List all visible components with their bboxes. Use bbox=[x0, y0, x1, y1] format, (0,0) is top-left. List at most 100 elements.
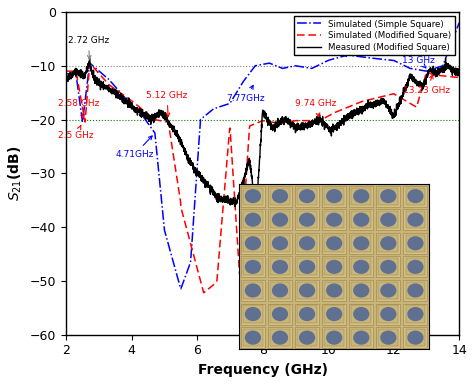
Circle shape bbox=[299, 307, 315, 321]
Bar bbox=[351, 235, 371, 252]
Bar bbox=[378, 305, 398, 323]
Text: 10.59 GHz: 10.59 GHz bbox=[315, 29, 362, 56]
Y-axis label: $S_{21}$(dB): $S_{21}$(dB) bbox=[7, 146, 24, 201]
Circle shape bbox=[353, 260, 369, 274]
Bar bbox=[241, 304, 265, 324]
Circle shape bbox=[353, 213, 369, 227]
Bar bbox=[349, 185, 374, 207]
Bar bbox=[297, 258, 317, 275]
Circle shape bbox=[407, 213, 424, 227]
Bar bbox=[243, 258, 263, 275]
Text: 13.23 GHz: 13.23 GHz bbox=[403, 75, 451, 94]
Simulated (Simple Square) bbox=[115, 88, 121, 93]
Bar bbox=[403, 233, 428, 254]
Circle shape bbox=[407, 260, 424, 274]
Simulated (Simple Square) bbox=[456, 20, 462, 25]
Bar bbox=[243, 187, 263, 205]
Bar bbox=[403, 185, 428, 207]
Bar bbox=[403, 304, 428, 324]
Bar bbox=[241, 257, 265, 277]
Bar bbox=[295, 185, 319, 207]
Bar bbox=[406, 235, 425, 252]
Simulated (Simple Square) bbox=[63, 71, 69, 76]
Circle shape bbox=[380, 236, 396, 250]
Bar bbox=[241, 280, 265, 301]
Bar bbox=[297, 235, 317, 252]
Circle shape bbox=[299, 213, 315, 227]
Bar bbox=[322, 257, 346, 277]
Bar bbox=[403, 257, 428, 277]
Circle shape bbox=[353, 283, 369, 298]
Circle shape bbox=[272, 307, 288, 321]
Bar bbox=[268, 327, 292, 348]
Simulated (Modified Square) bbox=[196, 273, 202, 277]
Measured (Modified Square) bbox=[231, 200, 237, 205]
Circle shape bbox=[272, 236, 288, 250]
Bar bbox=[297, 329, 317, 346]
Circle shape bbox=[326, 307, 342, 321]
Bar bbox=[351, 282, 371, 299]
Circle shape bbox=[299, 260, 315, 274]
Simulated (Simple Square) bbox=[129, 103, 135, 108]
Bar bbox=[270, 329, 290, 346]
Circle shape bbox=[353, 236, 369, 250]
Measured (Modified Square) bbox=[253, 211, 259, 215]
Bar bbox=[349, 327, 374, 348]
Bar bbox=[378, 329, 398, 346]
Circle shape bbox=[353, 307, 369, 321]
Text: 5.12 GHz: 5.12 GHz bbox=[146, 91, 188, 117]
Bar bbox=[295, 257, 319, 277]
Bar bbox=[324, 258, 344, 275]
Circle shape bbox=[245, 189, 261, 203]
Bar bbox=[322, 233, 346, 254]
Simulated (Simple Square) bbox=[278, 66, 284, 70]
Circle shape bbox=[407, 283, 424, 298]
Circle shape bbox=[272, 331, 288, 345]
Measured (Modified Square) bbox=[407, 73, 412, 78]
Circle shape bbox=[326, 236, 342, 250]
Circle shape bbox=[326, 260, 342, 274]
Circle shape bbox=[245, 331, 261, 345]
Measured (Modified Square) bbox=[63, 76, 69, 81]
Bar bbox=[268, 257, 292, 277]
Bar bbox=[378, 187, 398, 205]
Bar bbox=[295, 304, 319, 324]
Bar bbox=[297, 305, 317, 323]
Bar bbox=[270, 282, 290, 299]
Bar bbox=[376, 257, 401, 277]
Simulated (Simple Square) bbox=[178, 286, 184, 291]
Bar bbox=[243, 282, 263, 299]
Bar bbox=[406, 258, 425, 275]
Bar bbox=[270, 211, 290, 228]
Bar bbox=[297, 211, 317, 228]
Bar bbox=[376, 327, 401, 348]
Bar bbox=[406, 211, 425, 228]
Circle shape bbox=[380, 260, 396, 274]
Bar bbox=[297, 282, 317, 299]
Text: 4.71GHz: 4.71GHz bbox=[115, 136, 154, 159]
Line: Simulated (Modified Square): Simulated (Modified Square) bbox=[66, 63, 459, 293]
Bar bbox=[376, 304, 401, 324]
Circle shape bbox=[272, 189, 288, 203]
Bar bbox=[322, 327, 346, 348]
Bar bbox=[349, 233, 374, 254]
Bar bbox=[351, 305, 371, 323]
Simulated (Modified Square) bbox=[271, 120, 276, 125]
Bar bbox=[268, 209, 292, 230]
Circle shape bbox=[326, 189, 342, 203]
Circle shape bbox=[272, 283, 288, 298]
Measured (Modified Square) bbox=[449, 66, 455, 70]
Bar bbox=[243, 235, 263, 252]
Bar bbox=[376, 209, 401, 230]
Bar bbox=[295, 327, 319, 348]
Bar bbox=[295, 209, 319, 230]
Bar bbox=[297, 187, 317, 205]
Simulated (Modified Square) bbox=[116, 89, 121, 94]
Bar bbox=[268, 233, 292, 254]
Measured (Modified Square) bbox=[87, 56, 92, 61]
Bar bbox=[403, 327, 428, 348]
Circle shape bbox=[326, 213, 342, 227]
Bar bbox=[322, 280, 346, 301]
Circle shape bbox=[299, 236, 315, 250]
Circle shape bbox=[407, 331, 424, 345]
